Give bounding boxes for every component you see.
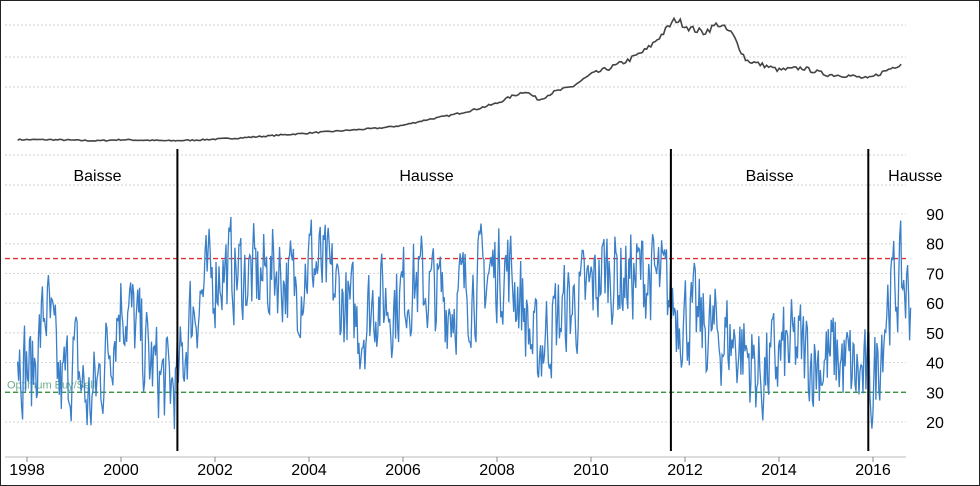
reference-lines: Optimum Buy/Sell: [5, 257, 906, 393]
y-tick-label: 60: [926, 296, 944, 313]
x-tick-label: 2010: [573, 462, 609, 479]
x-tick-label: 1998: [9, 462, 45, 479]
oscillator-line: [16, 216, 912, 430]
phase-label: Hausse: [888, 168, 942, 185]
y-axis-ticks: 20 30 40 50 60 70 80 90: [926, 207, 944, 432]
phase-dividers: [176, 149, 870, 451]
phase-label: Hausse: [399, 168, 453, 185]
x-tick-label: 2012: [667, 462, 703, 479]
y-tick-label: 50: [926, 326, 944, 343]
y-tick-label: 30: [926, 385, 944, 402]
y-tick-label: 80: [926, 237, 944, 254]
x-tick-label: 2006: [385, 462, 421, 479]
x-tick-label: 2000: [103, 462, 139, 479]
x-tick-label: 2004: [291, 462, 327, 479]
price-line: [17, 16, 902, 142]
x-tick-label: 2002: [197, 462, 233, 479]
y-tick-label: 90: [926, 207, 944, 224]
price-series: [17, 16, 902, 142]
y-tick-label: 20: [926, 415, 944, 432]
x-tick-label: 2014: [761, 462, 797, 479]
phase-labels: Baisse Hausse Baisse Hausse: [73, 168, 942, 185]
oscillator-series: [16, 216, 912, 430]
x-tick-label: 2016: [855, 462, 891, 479]
y-tick-label: 40: [926, 356, 944, 373]
x-axis-ticks: 1998 2000 2002 2004 2006 2008 2010 2012 2014 2016: [5, 456, 906, 479]
reference-line-label: Optimum Buy/Sell: [7, 379, 95, 391]
phase-label: Baisse: [73, 168, 121, 185]
phase-label: Baisse: [746, 168, 794, 185]
x-tick-label: 2008: [479, 462, 515, 479]
y-tick-label: 70: [926, 266, 944, 283]
top-panel-gridlines: [5, 24, 906, 88]
